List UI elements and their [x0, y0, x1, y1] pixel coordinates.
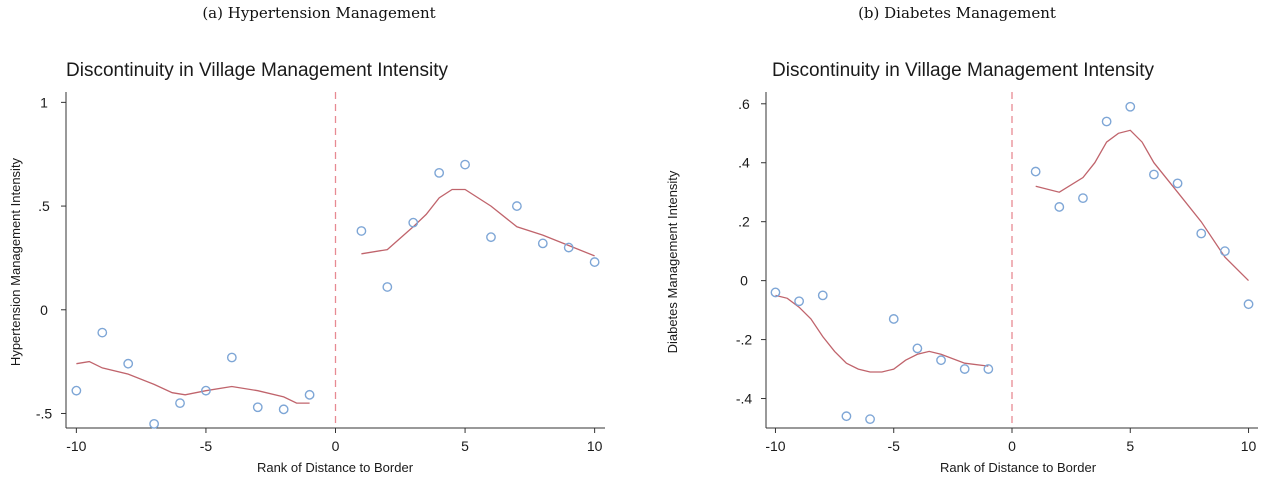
data-point: [770, 287, 781, 298]
panel-hypertension: (a) Hypertension Management Discontinuit…: [0, 0, 638, 483]
data-point: [1172, 178, 1183, 189]
data-point: [1054, 202, 1065, 212]
x-tick-label: 0: [1008, 438, 1016, 454]
data-point: [149, 418, 160, 429]
fit-right-line: [1035, 129, 1249, 282]
data-point: [865, 414, 875, 425]
data-point: [1030, 166, 1041, 177]
data-point: [537, 238, 548, 249]
chart-title: Discontinuity in Village Management Inte…: [772, 60, 1154, 81]
y-tick-label: .4: [738, 155, 750, 171]
y-tick-label: .5: [38, 198, 50, 214]
panel-caption: (b) Diabetes Management: [858, 4, 1056, 22]
x-tick-label: 10: [1241, 438, 1257, 454]
x-tick-label: -5: [888, 438, 901, 454]
data-point: [983, 364, 994, 374]
x-tick-label: -5: [200, 438, 213, 454]
x-tick-label: -10: [765, 438, 785, 454]
data-point: [1149, 169, 1159, 180]
data-point: [175, 398, 185, 409]
data-point: [1243, 299, 1254, 310]
data-point: [486, 232, 496, 243]
data-point: [1078, 193, 1088, 204]
data-point: [408, 217, 419, 228]
chart-hypertension: Discontinuity in Village Management Inte…: [8, 60, 605, 475]
y-tick-label: .2: [738, 214, 750, 230]
data-point: [959, 364, 970, 374]
data-point: [817, 290, 828, 301]
data-point: [226, 352, 237, 363]
fit-left-line: [76, 360, 310, 404]
y-tick-label: .6: [738, 96, 750, 112]
data-point: [434, 167, 445, 178]
data-point: [71, 385, 82, 396]
fit-right-line: [361, 188, 595, 257]
y-tick-label: -.4: [736, 391, 753, 407]
x-tick-label: 5: [1126, 438, 1134, 454]
y-axis-label: Hypertension Management Intensity: [8, 157, 23, 366]
panel-diabetes: (b) Diabetes Management Discontinuity in…: [638, 0, 1276, 483]
data-point: [460, 159, 470, 170]
y-tick-label: 0: [740, 273, 748, 289]
data-point: [936, 355, 946, 366]
x-tick-label: 0: [332, 438, 340, 454]
y-tick-label: -.2: [736, 332, 753, 348]
data-point: [382, 282, 393, 292]
data-point: [563, 242, 574, 253]
data-point: [304, 389, 315, 400]
y-tick-label: 1: [40, 94, 48, 110]
data-point: [794, 296, 805, 307]
data-point: [1196, 228, 1207, 239]
data-point: [278, 404, 289, 415]
data-point: [841, 411, 852, 422]
data-point: [1101, 116, 1112, 127]
data-point: [888, 314, 899, 324]
data-point: [97, 327, 108, 338]
fit-left-line: [775, 294, 989, 373]
y-tick-label: -.5: [36, 405, 53, 421]
data-point: [252, 402, 263, 413]
chart-diabetes: Discontinuity in Village Management Inte…: [665, 60, 1258, 475]
data-point: [511, 201, 522, 211]
data-point: [1219, 246, 1230, 257]
y-tick-label: 0: [40, 302, 48, 318]
data-point: [201, 385, 211, 396]
panel-caption: (a) Hypertension Management: [202, 4, 436, 22]
data-point: [589, 257, 600, 267]
x-axis-label: Rank of Distance to Border: [257, 460, 414, 475]
x-tick-label: -10: [66, 438, 86, 454]
data-point: [912, 343, 923, 354]
x-axis-label: Rank of Distance to Border: [940, 460, 1097, 475]
y-axis-label: Diabetes Management Intensity: [665, 170, 680, 353]
data-point: [356, 226, 367, 236]
data-point: [1125, 101, 1136, 112]
x-tick-label: 10: [587, 438, 603, 454]
x-tick-label: 5: [461, 438, 469, 454]
chart-title: Discontinuity in Village Management Inte…: [66, 60, 448, 81]
data-point: [123, 358, 134, 369]
